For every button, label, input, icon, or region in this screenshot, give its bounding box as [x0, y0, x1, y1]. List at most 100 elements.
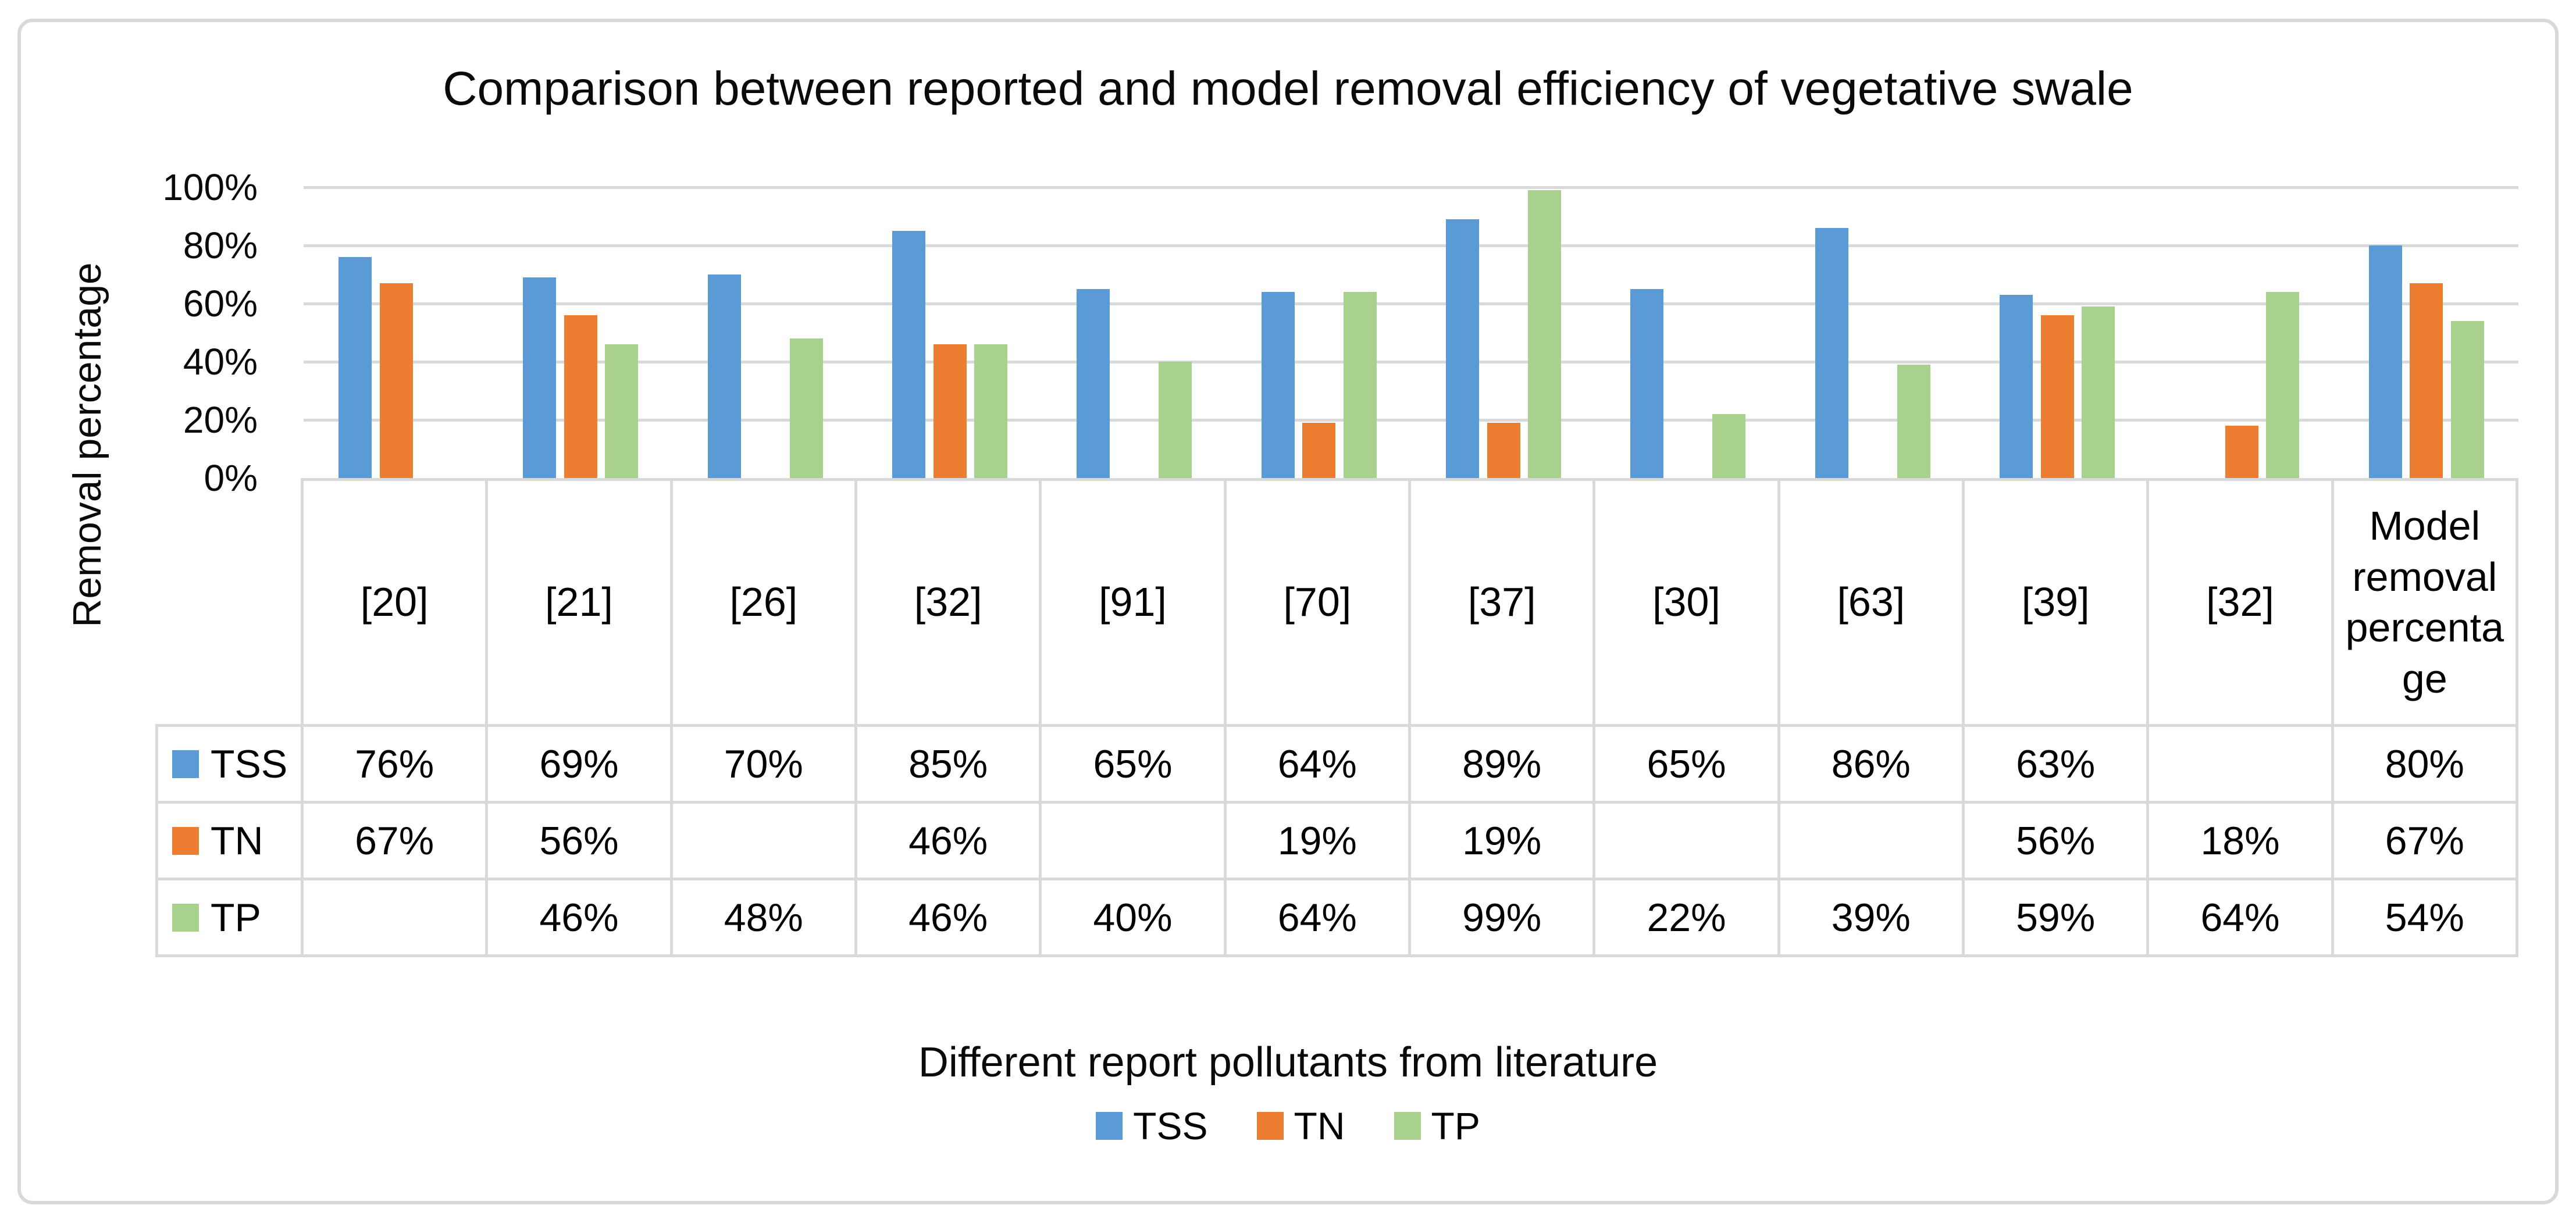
bar-tn-5: [1302, 423, 1336, 478]
value-cell-tss-2: 70%: [672, 727, 857, 804]
value-cell-tp-2: 48%: [672, 880, 857, 957]
bar-tss-3: [892, 231, 925, 478]
gridline: [304, 244, 2518, 247]
gridline: [304, 302, 2518, 305]
value-cell-tss-11: 80%: [2333, 727, 2518, 804]
y-tick-label: 80%: [183, 224, 258, 266]
series-label: TSS: [211, 741, 288, 786]
value-cell-tp-0: [304, 880, 489, 957]
value-cell-tss-5: 64%: [1226, 727, 1411, 804]
chart-title: Comparison between reported and model re…: [443, 62, 2133, 115]
bar-tss-2: [707, 274, 741, 478]
value-cell-tp-1: 46%: [488, 880, 673, 957]
value-cell-tss-4: 65%: [1042, 727, 1227, 804]
value-cell-tn-8: [1780, 804, 1965, 880]
legend-item-label: TSS: [1133, 1104, 1208, 1147]
bar-tp-7: [1712, 414, 1746, 478]
legend-item-label: TN: [1294, 1104, 1345, 1147]
chart-frame: [17, 19, 2559, 1204]
bar-tp-4: [1159, 362, 1192, 478]
value-cell-tn-2: [672, 804, 857, 880]
series-key-icon-tp: [172, 903, 199, 932]
value-cell-tss-10: [2149, 727, 2334, 804]
bar-tn-1: [564, 315, 597, 478]
bar-tp-6: [1528, 190, 1561, 478]
series-label: TP: [211, 895, 261, 940]
bar-tss-5: [1261, 292, 1295, 478]
value-cell-tn-11: 67%: [2333, 804, 2518, 880]
value-cell-tn-10: 18%: [2149, 804, 2334, 880]
bar-tn-0: [379, 283, 413, 478]
value-cell-tp-7: 22%: [1595, 880, 1780, 957]
y-tick-label: 0%: [204, 457, 258, 499]
legend-key-icon-tss: [1096, 1112, 1123, 1140]
bar-tp-11: [2450, 321, 2484, 478]
value-cell-tp-4: 40%: [1042, 880, 1227, 957]
bar-tss-11: [2368, 245, 2402, 478]
bar-tp-2: [789, 338, 823, 478]
legend-key-icon-tp: [1394, 1112, 1421, 1140]
value-cell-tp-3: 46%: [857, 880, 1042, 957]
legend: TSS TN TP: [0, 1104, 2576, 1148]
bar-tp-9: [2082, 306, 2115, 478]
plot-area: [304, 186, 2518, 478]
value-cell-tp-11: 54%: [2333, 880, 2518, 957]
value-cell-tss-9: 63%: [1965, 727, 2150, 804]
value-cell-tn-0: 67%: [304, 804, 489, 880]
bar-tp-10: [2266, 292, 2300, 478]
data-table: [20] [21] [26] [32] [91] [70] [37] [30] [63] [39]…: [155, 478, 2518, 957]
category-cell-5: [70]: [1226, 478, 1411, 727]
bar-tp-3: [974, 344, 1007, 478]
value-cell-tn-7: [1595, 804, 1780, 880]
y-tick-label: 20%: [183, 399, 258, 441]
value-cell-tn-5: 19%: [1226, 804, 1411, 880]
bar-tp-8: [1897, 365, 1930, 478]
category-cell-1: [21]: [488, 478, 673, 727]
legend-item-label: TP: [1431, 1104, 1480, 1147]
bar-tss-4: [1077, 289, 1110, 478]
value-cell-tp-6: 99%: [1411, 880, 1596, 957]
value-cell-tp-10: 64%: [2149, 880, 2334, 957]
bar-tss-8: [1815, 228, 1848, 478]
bar-tss-1: [523, 277, 557, 478]
value-cell-tn-6: 19%: [1411, 804, 1596, 880]
value-cell-tss-8: 86%: [1780, 727, 1965, 804]
value-cell-tss-7: 65%: [1595, 727, 1780, 804]
category-cell-9: [39]: [1965, 478, 2150, 727]
value-cell-tp-9: 59%: [1965, 880, 2150, 957]
y-tick-label: 100%: [162, 166, 258, 208]
category-cell-6: [37]: [1411, 478, 1596, 727]
bar-tss-7: [1630, 289, 1664, 478]
bar-tss-0: [339, 257, 372, 478]
legend-item-tss: TSS: [1096, 1104, 1208, 1148]
value-cell-tss-0: 76%: [304, 727, 489, 804]
value-cell-tn-1: 56%: [488, 804, 673, 880]
bar-tn-9: [2040, 315, 2074, 478]
legend-item-tp: TP: [1394, 1104, 1480, 1148]
series-label-cell-tp: TP: [155, 880, 304, 957]
category-cell-0: [20]: [304, 478, 489, 727]
y-tick-label: 40%: [183, 341, 258, 383]
gridline: [304, 361, 2518, 363]
category-cell-8: [63]: [1780, 478, 1965, 727]
bar-tss-6: [1446, 219, 1479, 478]
value-cell-tss-3: 85%: [857, 727, 1042, 804]
gridline: [304, 419, 2518, 422]
y-tick-label: 60%: [183, 283, 258, 325]
series-label-cell-tss: TSS: [155, 727, 304, 804]
bar-tn-6: [1487, 423, 1520, 478]
series-label-cell-tn: TN: [155, 804, 304, 880]
value-cell-tss-1: 69%: [488, 727, 673, 804]
bar-tss-9: [2000, 295, 2033, 478]
bar-tn-11: [2410, 283, 2443, 478]
value-cell-tn-4: [1042, 804, 1227, 880]
bar-tp-5: [1343, 292, 1377, 478]
series-key-icon-tn: [172, 826, 199, 855]
category-cell-3: [32]: [857, 478, 1042, 727]
legend-key-icon-tn: [1256, 1112, 1284, 1140]
series-label: TN: [211, 818, 263, 863]
category-cell-10: [32]: [2149, 478, 2334, 727]
category-cell-11: Model removal percentage: [2333, 478, 2518, 727]
value-cell-tn-3: 46%: [857, 804, 1042, 880]
